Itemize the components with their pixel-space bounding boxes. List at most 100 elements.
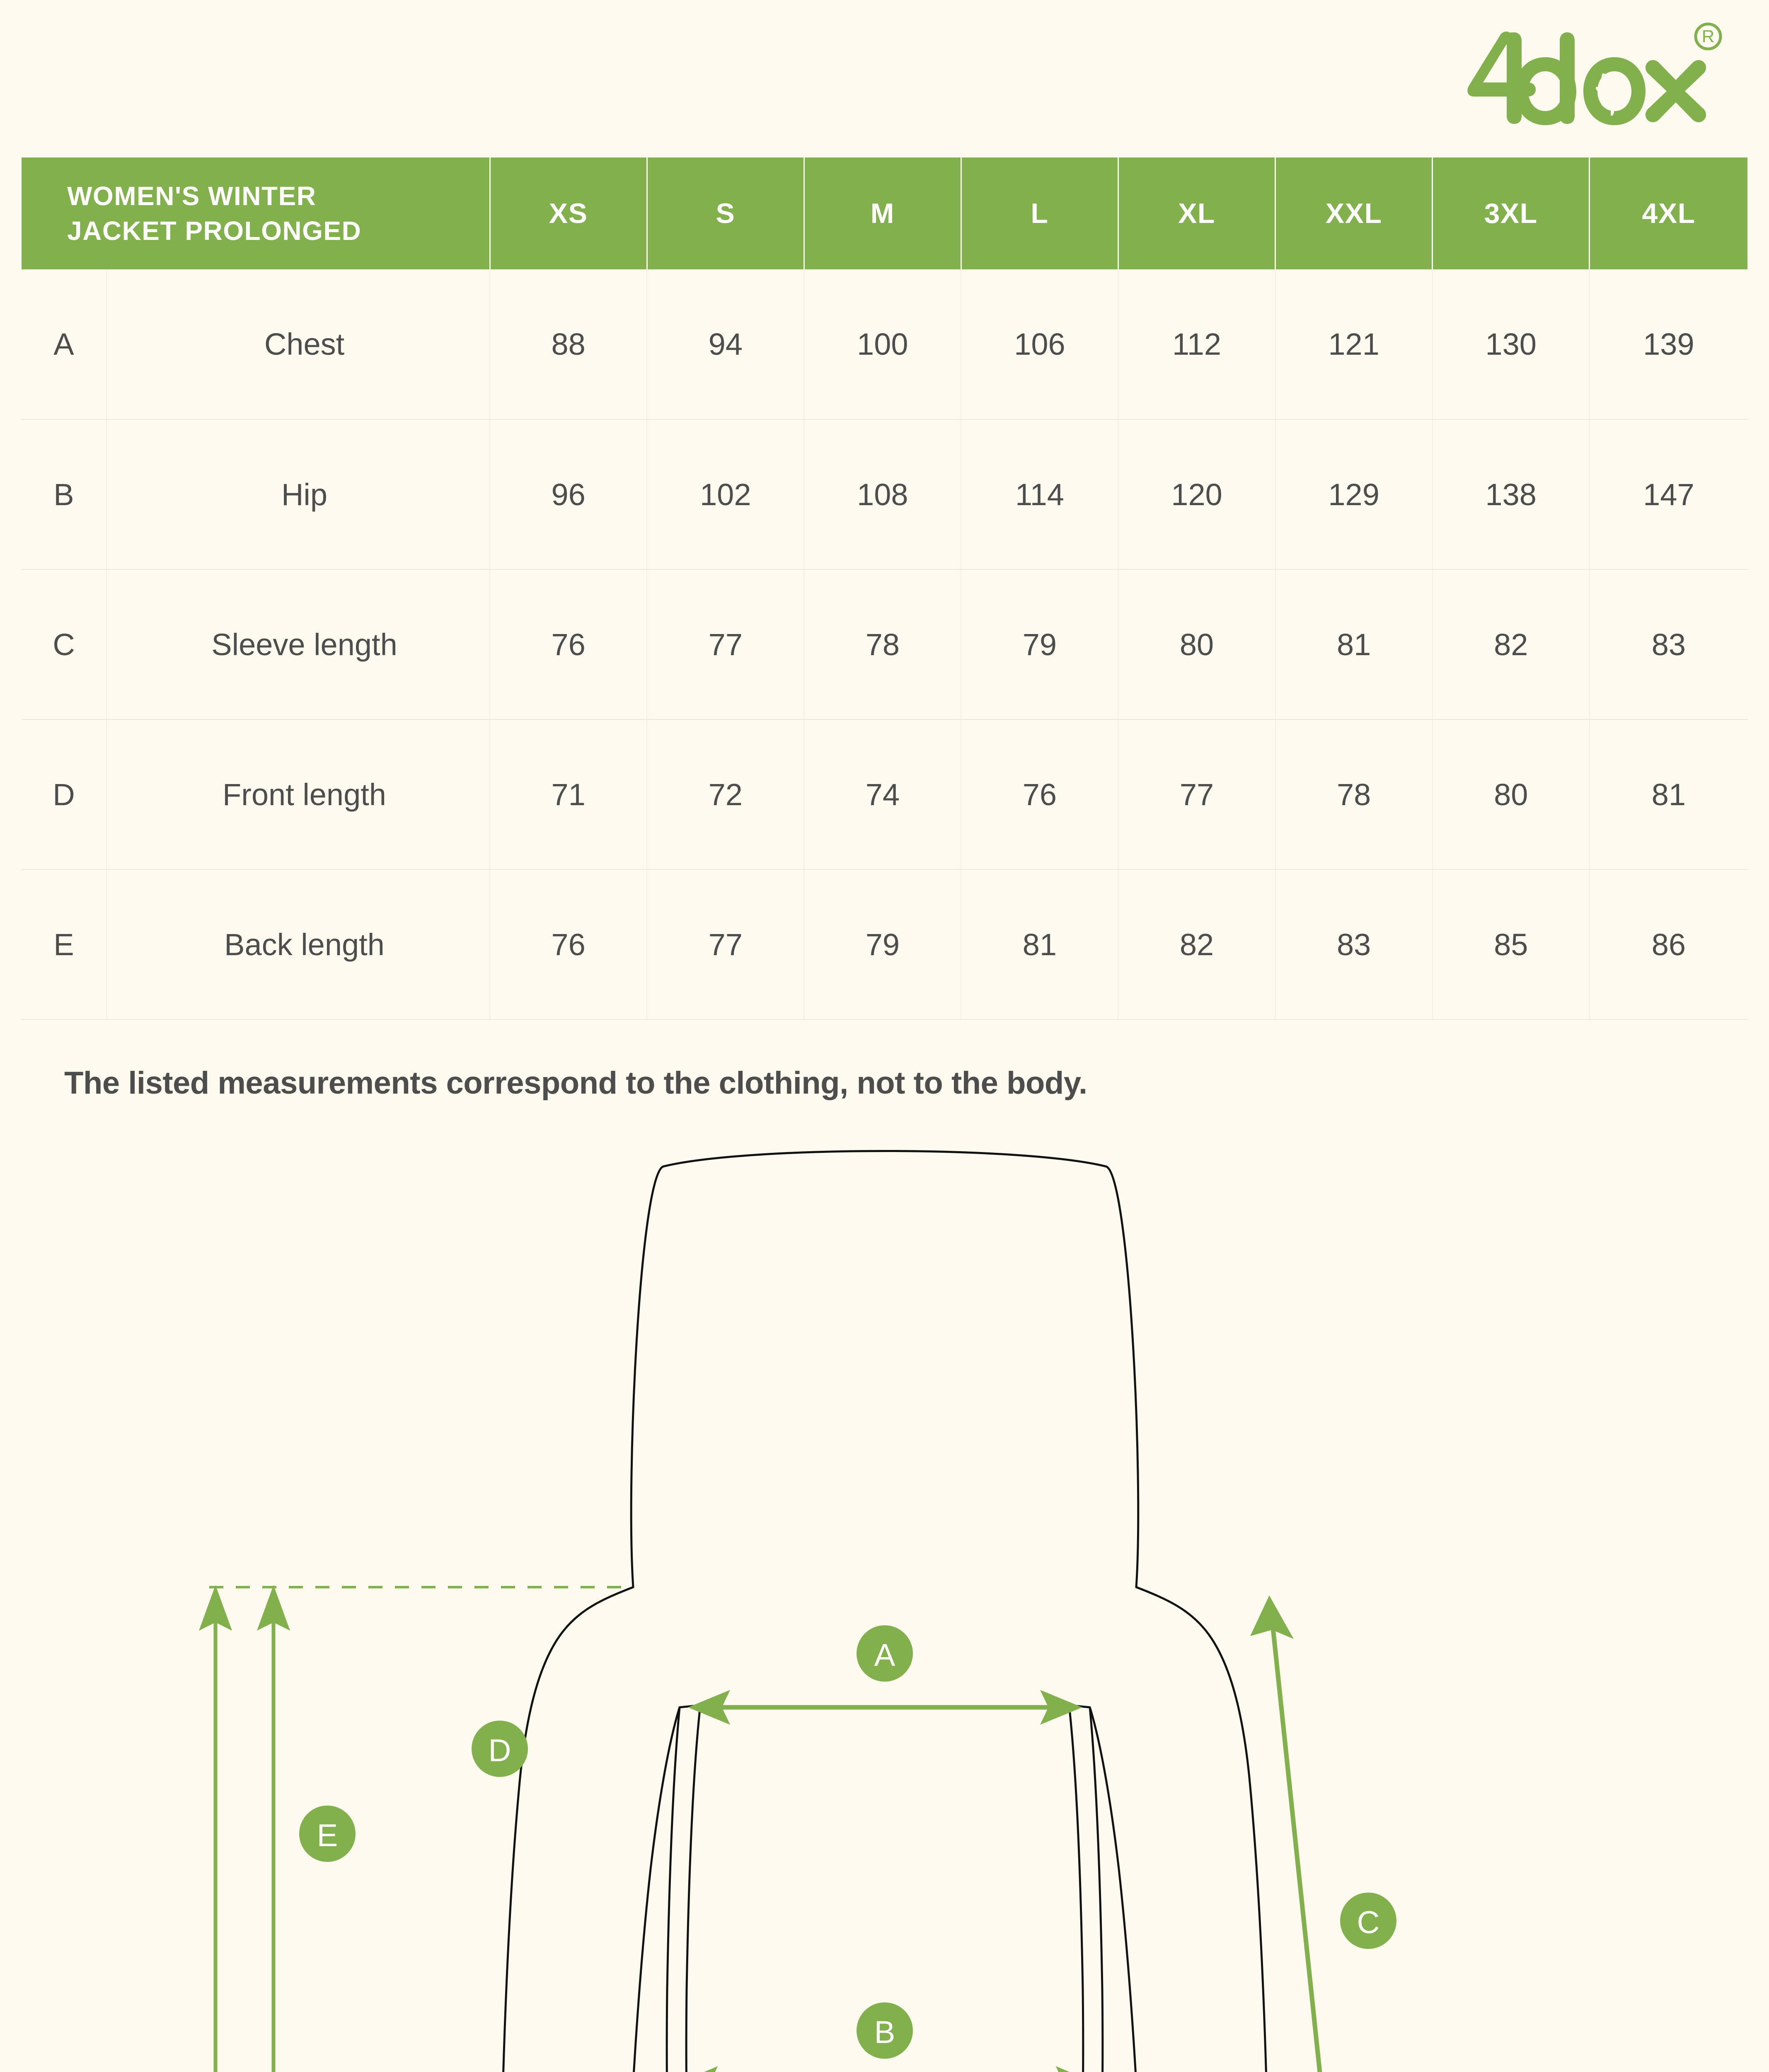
column-header-xl[interactable]: XL: [1118, 157, 1276, 269]
marker-D-circle: [472, 1721, 528, 1777]
size-chart-table: WOMEN'S WINTER JACKET PROLONGED XS S M L…: [22, 157, 1747, 1020]
arrow-head-E-top: [199, 1585, 232, 1631]
hood-shape: [630, 1150, 1140, 1588]
measurement-note: The listed measurements correspond to th…: [64, 1065, 1087, 1101]
cell-value: 130: [1432, 269, 1590, 420]
row-letter: E: [22, 869, 107, 1020]
marker-D: D: [472, 1721, 528, 1777]
arrow-head-D-top: [257, 1585, 290, 1631]
cell-value: 77: [1118, 719, 1276, 870]
cell-value: 147: [1589, 419, 1747, 570]
table-row: B Hip 96 102 108 114 120 129 138 147: [22, 419, 1747, 570]
column-header-l[interactable]: L: [961, 157, 1119, 269]
table-row: A Chest 88 94 100 106 112 121 130 139: [22, 269, 1747, 420]
cell-value: 77: [647, 569, 805, 720]
cell-value: 80: [1118, 569, 1276, 720]
torso-right-edge-inner: [1068, 1704, 1084, 2072]
cell-value: 86: [1589, 869, 1747, 1020]
chest-dimension-arrow: [688, 1690, 1082, 1725]
cell-value: 83: [1275, 869, 1433, 1020]
row-label: Chest: [106, 269, 491, 420]
marker-E-label: E: [317, 1818, 338, 1853]
cell-value: 108: [804, 419, 962, 570]
cell-value: 76: [490, 569, 648, 720]
cell-value: 138: [1432, 419, 1590, 570]
brand-logo: R: [1460, 17, 1725, 133]
dimension-markers: A B C D: [299, 1625, 1396, 2059]
cell-value: 100: [804, 269, 962, 420]
marker-C-circle: [1340, 1893, 1396, 1949]
marker-E-circle: [299, 1806, 356, 1862]
arrow-line-C: [1270, 1620, 1322, 2072]
marker-A-circle: [857, 1625, 913, 1682]
svg-text:R: R: [1702, 27, 1714, 46]
column-header-m[interactable]: M: [804, 157, 962, 269]
cell-value: 79: [961, 569, 1119, 720]
cell-value: 81: [1275, 569, 1433, 720]
marker-A-label: A: [874, 1638, 895, 1673]
cell-value: 82: [1432, 569, 1590, 720]
cell-value: 78: [804, 569, 962, 720]
column-header-xxl[interactable]: XXL: [1275, 157, 1433, 269]
marker-C-label: C: [1357, 1905, 1380, 1940]
table-title-line1: WOMEN'S WINTER: [67, 181, 317, 211]
cell-value: 139: [1589, 269, 1747, 420]
arrow-head-B-left: [704, 2066, 718, 2072]
cell-value: 88: [490, 269, 648, 420]
column-header-s[interactable]: S: [647, 157, 805, 269]
marker-A: A: [857, 1625, 913, 1682]
cell-value: 76: [961, 719, 1119, 870]
table-title-line2: JACKET PROLONGED: [67, 216, 362, 246]
dimension-guides: [209, 1586, 633, 1588]
cell-value: 76: [490, 869, 648, 1020]
cell-value: 120: [1118, 419, 1276, 570]
cell-value: 81: [961, 869, 1119, 1020]
right-sleeve: [1089, 1586, 1267, 2072]
cell-value: 96: [490, 419, 648, 570]
row-letter: C: [22, 569, 107, 720]
table-body: A Chest 88 94 100 106 112 121 130 139 B …: [22, 269, 1747, 1020]
cell-value: 102: [647, 419, 805, 570]
vertical-dimension-arrows: [199, 1585, 290, 2072]
header-row: WOMEN'S WINTER JACKET PROLONGED XS S M L…: [22, 157, 1747, 269]
cell-value: 112: [1118, 269, 1276, 420]
cell-value: 72: [647, 719, 805, 870]
cell-value: 80: [1432, 719, 1590, 870]
table-title: WOMEN'S WINTER JACKET PROLONGED: [22, 157, 491, 269]
cell-value: 114: [961, 419, 1119, 570]
sleeve-dimension-arrow: [1250, 1595, 1322, 2072]
cell-value: 74: [804, 719, 962, 870]
marker-B-circle: [857, 2002, 913, 2059]
arrow-head-C-top: [1250, 1595, 1294, 1639]
torso-left-edge-inner: [685, 1704, 702, 2072]
column-header-4xl[interactable]: 4XL: [1589, 157, 1747, 269]
row-letter: B: [22, 419, 107, 570]
arrow-head-B-right: [1056, 2066, 1070, 2072]
row-letter: A: [22, 269, 107, 420]
cell-value: 83: [1589, 569, 1747, 720]
cell-value: 79: [804, 869, 962, 1020]
cell-value: 121: [1275, 269, 1433, 420]
column-header-xs[interactable]: XS: [490, 157, 648, 269]
row-letter: D: [22, 719, 107, 870]
column-header-3xl[interactable]: 3XL: [1432, 157, 1590, 269]
arrow-head-A-left: [688, 1690, 730, 1725]
table-row: D Front length 71 72 74 76 77 78 80 81: [22, 719, 1747, 870]
cell-value: 71: [490, 719, 648, 870]
garment-diagram: A B C D: [0, 1127, 1769, 2072]
table-header: WOMEN'S WINTER JACKET PROLONGED XS S M L…: [22, 157, 1747, 269]
marker-B-label: B: [874, 2015, 895, 2050]
torso-right-edge: [1089, 1706, 1104, 2072]
cell-value: 82: [1118, 869, 1276, 1020]
left-sleeve: [502, 1586, 681, 2072]
marker-B: B: [857, 2002, 913, 2059]
marker-C: C: [1340, 1893, 1396, 1949]
cell-value: 81: [1589, 719, 1747, 870]
hip-dimension-arrow: [704, 2066, 1070, 2072]
marker-E: E: [299, 1806, 356, 1862]
marker-D-label: D: [489, 1733, 511, 1768]
row-label: Hip: [106, 419, 491, 570]
arrow-head-A-right: [1040, 1690, 1082, 1725]
cell-value: 129: [1275, 419, 1433, 570]
